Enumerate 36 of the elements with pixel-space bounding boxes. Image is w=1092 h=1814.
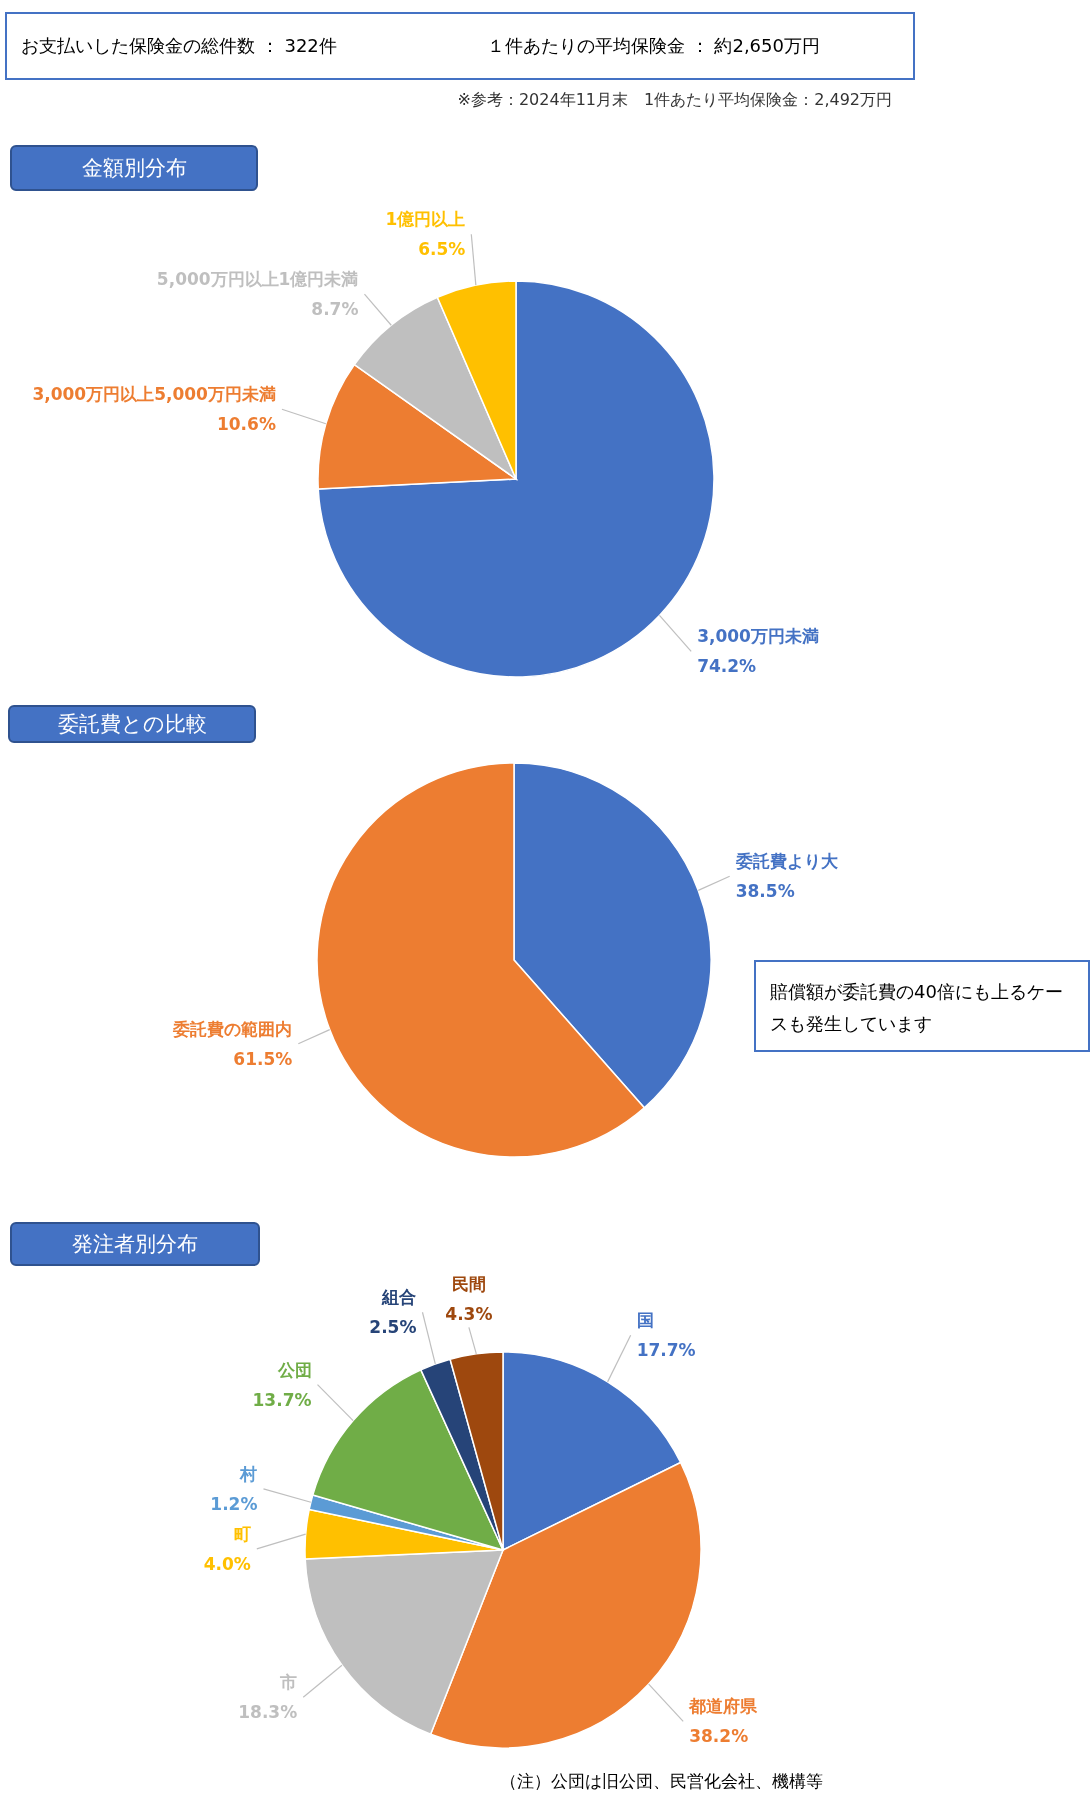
data-label: 38.2% xyxy=(689,1726,749,1747)
chart-title: 金額別分布 xyxy=(10,145,258,191)
text: 賠償額が委託費の40倍にも上るケースも発生しています xyxy=(754,960,1090,1052)
slice-label: 町 xyxy=(233,1523,251,1544)
slice-label: 村 xyxy=(239,1463,258,1484)
data-label: 4.3% xyxy=(445,1304,493,1325)
slice-label: 3,000万円以上5,000万円未満 xyxy=(32,384,276,405)
text: ※参考：2024年11月末 1件あたり平均保険金：2,492万円 xyxy=(457,90,892,111)
data-label: 74.2% xyxy=(697,656,757,677)
slice-label: 委託費の範囲内 xyxy=(172,1018,293,1039)
slice-label: 委託費より大 xyxy=(734,851,839,872)
text: （注）公団は旧公団、民営化会社、機構等 xyxy=(500,1770,823,1793)
data-label: 8.7% xyxy=(311,299,359,320)
data-label: 10.6% xyxy=(216,414,276,435)
slice-label: 民間 xyxy=(451,1274,486,1295)
slice-label: 3,000万円未満 xyxy=(697,626,819,647)
chart-title: 委託費との比較 xyxy=(8,705,256,743)
slice-label: 公団 xyxy=(276,1359,312,1380)
slice-label: 1億円以上 xyxy=(385,209,466,230)
chart-title: 発注者別分布 xyxy=(10,1222,260,1266)
text: お支払いした保険金の総件数 ： 322件 xyxy=(21,34,337,58)
data-label: 18.3% xyxy=(238,1702,298,1723)
slice-label: 市 xyxy=(279,1672,298,1693)
text: １件あたりの平均保険金 ： 約2,650万円 xyxy=(487,34,820,58)
slice-label: 国 xyxy=(636,1310,654,1331)
data-label: 38.5% xyxy=(735,881,795,902)
data-label: 2.5% xyxy=(369,1317,417,1338)
data-label: 17.7% xyxy=(636,1340,696,1361)
data-label: 13.7% xyxy=(252,1389,312,1410)
slice-label: 組合 xyxy=(381,1287,417,1308)
data-label: 61.5% xyxy=(233,1048,293,1069)
slice-label: 都道府県 xyxy=(688,1696,759,1717)
data-label: 1.2% xyxy=(210,1493,258,1514)
data-label: 4.0% xyxy=(203,1553,251,1574)
data-label: 6.5% xyxy=(418,239,466,260)
slice-label: 5,000万円以上1億円未満 xyxy=(156,269,359,290)
